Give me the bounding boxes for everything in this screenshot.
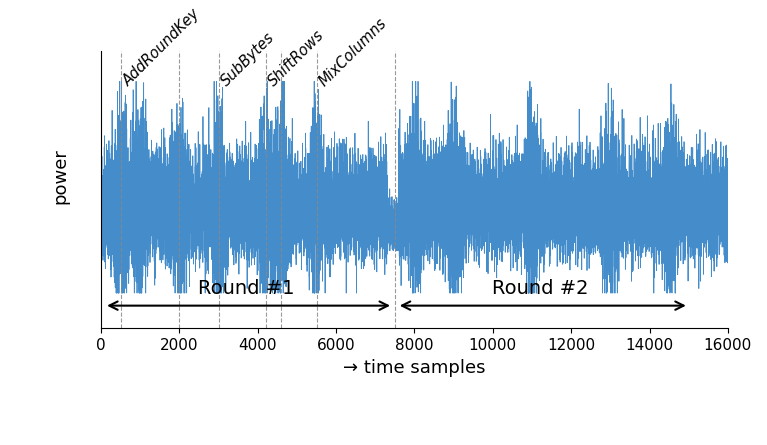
Text: ShiftRows: ShiftRows (265, 27, 328, 89)
Text: Round #1: Round #1 (198, 279, 295, 298)
X-axis label: → time samples: → time samples (343, 359, 486, 376)
Text: Round #2: Round #2 (492, 279, 588, 298)
Y-axis label: power: power (51, 148, 70, 204)
Text: SubBytes: SubBytes (219, 30, 278, 89)
Text: AddRoundKey: AddRoundKey (120, 6, 203, 89)
Text: MixColumns: MixColumns (317, 15, 390, 89)
